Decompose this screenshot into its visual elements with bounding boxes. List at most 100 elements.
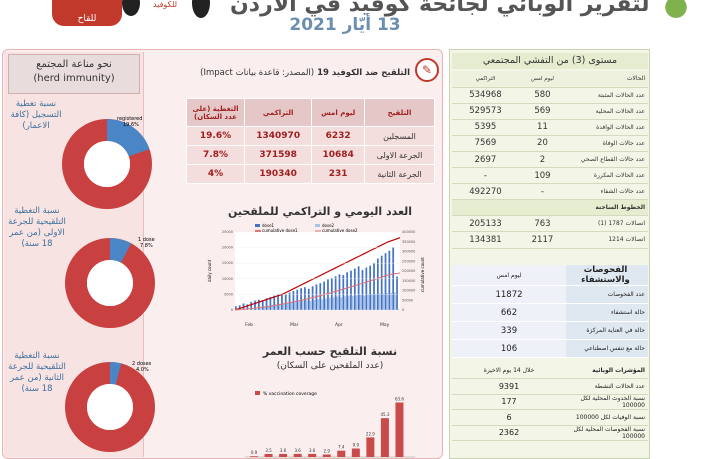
table-header-row: التلقيح ليوم امس التراكمي التغطية (على ع… [186,98,435,127]
dose1-bar [246,304,249,310]
age-bar-label: 63.6 [395,396,404,401]
donut-slice [65,238,155,328]
legend-swatch [255,391,260,395]
legend-cum1: cumulative dose1 [262,228,298,233]
dose2-bar [286,302,289,310]
table-row: عدد الحالات المثبتة 580 534968 [452,87,648,104]
dose1-bar [304,287,306,310]
donut-chart-dose1: 1 dose 7.8% [65,237,155,328]
dose1-bar [307,288,310,310]
age-bar [293,453,302,457]
dose1-bar [346,272,349,310]
age-bar [264,454,273,457]
month-label: Mar [290,322,299,328]
table-row: الجرعة الثانية 231 190340 4% [186,164,435,184]
dose1-bar [277,294,279,310]
dose1-bar [238,305,241,310]
cumulative-dose1-line [234,237,401,311]
dose1-bar [361,270,364,310]
donut-hole [84,141,130,187]
table-row: نسبة الفحوصات المحلية لكل 100000 2362 [452,425,648,441]
table-header-row: الفحوصات والاستشفاء ليوم امس [452,265,648,286]
report-date: 13 أيّار 2021 [289,15,401,35]
age-bar-label: 3.6 [309,448,316,453]
table-header-row: الحالات ليوم امس التراكمي [452,71,648,88]
dose1-bar [327,279,329,310]
dose2-bar [294,301,297,310]
dose2-bar [351,295,354,310]
y-tick-label: 5000 [224,292,233,296]
legend-dose1: dose1 [262,223,275,228]
age-bar-label: 2.9 [324,449,331,454]
slice-label: 2 doses [132,361,152,367]
age-bar-label: 45.3 [380,412,389,417]
age-bar-label: 0.9 [251,450,258,455]
age-bar [395,402,404,457]
dose1-bar [292,290,295,310]
dose2-bar [298,301,300,310]
vaccine-logo: للقاح [52,0,122,26]
dose1-bar [342,275,345,310]
y-tick-label: 25000 [222,230,233,234]
table-row: نسبة الحدوث المحلية لكل 100000 177 [452,394,648,410]
age-bar [337,450,346,457]
dose1-bar [273,295,276,310]
age-bar-label: 7.4 [338,445,345,450]
table-row: عدد حالات الوفاة 20 7569 [452,135,648,152]
dose2-bar [324,298,327,310]
y2-tick-label: 350000 [402,240,415,244]
table-row: الجرعة الاولى 10684 371598 7.8% [186,145,435,165]
age-bar [366,437,375,457]
age-bar [380,418,389,457]
dose2-bar [271,305,273,310]
month-label: Apr [335,322,343,328]
dose1-bar [269,296,272,310]
dose2-bar [313,299,316,310]
age-chart-title: نسبة التلقيح حسب العمر [262,345,398,358]
age-legend: % vaccination coverage [263,391,317,397]
dose2-bar [355,295,358,310]
y2-tick-label: 400000 [402,230,415,234]
age-bar [250,456,258,457]
dose1-bar [300,288,302,310]
table-row: اتصالات 1787 (1) 763 205133 [452,215,648,233]
table-row: عدد حالات القطاع الصحي 2 2697 [452,151,648,169]
age-bar [351,448,360,457]
donut-label-dose1: نسبة التغطية التلقيحية للجرعة الاولى (من… [8,206,66,249]
dose1-bar [296,289,299,310]
dose2-bar [386,293,389,310]
dose2-bar [344,296,346,310]
dose2-bar [394,292,396,310]
dose2-bar [359,295,362,310]
logo-shape [192,0,210,18]
dose2-bar [255,308,258,310]
dose2-bar [348,295,350,310]
donut-slice [65,362,155,452]
dose1-bar [284,294,287,310]
herd-immunity-title: نحو مناعة المجتمع (herd immunity) [8,54,140,94]
dose1-bar [334,276,337,310]
y-tick-label: 20000 [222,246,233,250]
y-tick-label: 10000 [222,277,233,281]
dose2-bar [263,307,266,310]
top-banner: للقاح للكوفيد التقرير الوبائي لجائحة كوف… [0,0,702,48]
y-axis-label: daily count [207,259,212,282]
age-bar-label: 3.6 [294,448,301,453]
donut-hole [87,260,133,306]
y-tick-label: 0 [231,308,233,312]
dose1-bar [369,265,372,310]
age-bar [322,454,331,457]
slice-value: 4.0% [136,367,149,373]
legend-cum2: cumulative dose2 [322,228,358,233]
cumulative-dose2-line [234,272,401,311]
age-bar-label: 9.9 [353,443,360,448]
y2-tick-label: 250000 [402,259,415,263]
y2-tick-label: 100000 [402,289,415,293]
table-row: حالة في العناية المركزة 339 [452,321,648,340]
dose2-bar [259,308,262,310]
table-row: عدد الحالات النشطة 9391 [452,378,648,395]
slice-label: 1 dose [138,237,155,243]
dose1-bar [254,300,256,310]
age-bar [279,453,288,457]
